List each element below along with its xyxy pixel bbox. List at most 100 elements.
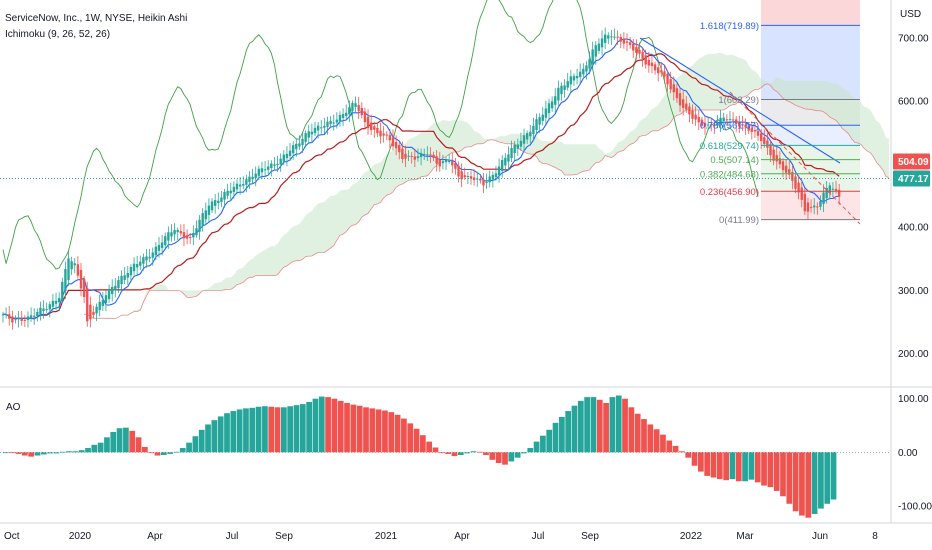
candle-body xyxy=(39,307,42,315)
symbol-title: ServiceNow, Inc., 1W, NYSE, Heikin Ashi xyxy=(5,13,187,24)
candle-body xyxy=(394,141,398,149)
candle-body xyxy=(541,114,544,121)
ao-bar xyxy=(148,452,155,454)
candle-body xyxy=(663,71,666,77)
candle-body xyxy=(447,161,451,163)
ao-bar xyxy=(154,452,161,456)
fib-level-label: 0.786(561.57) xyxy=(700,121,759,132)
cloud-fill xyxy=(84,52,890,319)
candle-body xyxy=(229,190,232,194)
candle-body xyxy=(788,169,791,175)
ao-bar xyxy=(97,442,104,453)
ao-bar xyxy=(47,452,53,454)
candle-body xyxy=(139,261,142,266)
currency-label: USD xyxy=(900,9,921,20)
ao-tick-label: 0.00 xyxy=(898,448,918,459)
ao-bar xyxy=(792,452,799,512)
candle-body xyxy=(741,124,744,126)
ao-bar xyxy=(413,428,420,453)
ao-bar xyxy=(394,414,401,453)
candle-body xyxy=(610,36,613,38)
ao-bar xyxy=(748,452,755,480)
candle-body xyxy=(713,124,716,127)
candle-body xyxy=(644,55,647,65)
candle-body xyxy=(784,165,788,173)
candle-body xyxy=(160,242,164,248)
candle-body xyxy=(828,185,831,194)
candle-body xyxy=(703,122,707,127)
candle-body xyxy=(532,125,535,134)
ao-bar xyxy=(691,452,698,466)
ao-bar xyxy=(818,452,824,509)
candle-body xyxy=(285,153,289,159)
candle-body xyxy=(510,148,513,159)
axes: 700.00600.00500.00400.00300.00200.00504.… xyxy=(4,33,932,542)
candle-body xyxy=(759,133,763,142)
ao-bar xyxy=(53,452,60,454)
candle-body xyxy=(607,35,610,39)
candle-body xyxy=(750,128,753,132)
price-tick-label: 200.00 xyxy=(898,349,929,360)
candle-body xyxy=(809,207,813,209)
candle-body xyxy=(45,309,48,311)
candle-body xyxy=(273,164,276,166)
candle-body xyxy=(697,117,700,123)
ao-bar xyxy=(167,452,173,454)
candle-body xyxy=(92,312,95,315)
candle-body xyxy=(210,201,214,211)
ao-bar xyxy=(704,452,711,476)
candle-body xyxy=(519,140,523,147)
ao-bar xyxy=(104,437,110,453)
candle-body xyxy=(469,176,473,179)
candle-body xyxy=(260,168,264,173)
price-tag xyxy=(893,170,930,187)
fib-red-zone xyxy=(761,0,860,26)
candle-body xyxy=(441,161,445,164)
candle-body xyxy=(438,159,441,167)
candle-body xyxy=(310,131,314,135)
ao-bar xyxy=(773,452,780,491)
ao-bar xyxy=(609,397,616,453)
candle-body xyxy=(831,188,835,190)
candle-body xyxy=(451,161,454,166)
heikin-ashi-candles xyxy=(1,27,841,330)
candle-body xyxy=(295,143,298,150)
ao-bar xyxy=(679,451,685,453)
ao-bar xyxy=(306,401,312,453)
candle-body xyxy=(554,96,557,105)
candle-body xyxy=(529,131,532,137)
ao-bar xyxy=(110,431,117,453)
ao-bar xyxy=(186,442,192,453)
candle-body xyxy=(772,149,775,161)
candle-body xyxy=(195,228,198,236)
candle-body xyxy=(101,300,105,306)
candle-body xyxy=(678,93,682,106)
ao-bar xyxy=(502,452,508,465)
ao-bar xyxy=(660,434,666,453)
candle-body xyxy=(245,179,248,185)
time-tick-label: Sep xyxy=(275,531,293,542)
candle-body xyxy=(132,263,136,272)
candle-body xyxy=(525,133,529,140)
candle-body xyxy=(385,134,388,136)
candle-body xyxy=(460,171,463,180)
ao-bar xyxy=(268,406,275,453)
candle-body xyxy=(157,244,161,251)
candle-body xyxy=(164,236,167,246)
candle-body xyxy=(232,186,236,193)
ao-bar xyxy=(565,411,572,453)
trend-line xyxy=(639,37,841,164)
ao-bar xyxy=(451,452,458,457)
ao-bar xyxy=(382,410,388,453)
candle-body xyxy=(632,43,635,51)
trend-line-dashed xyxy=(729,91,861,225)
ao-bar xyxy=(337,400,344,453)
candle-body xyxy=(223,191,226,200)
candle-body xyxy=(82,279,86,298)
ao-bar xyxy=(824,452,831,504)
candle-body xyxy=(348,107,351,115)
ao-bar xyxy=(388,412,395,453)
ao-bar xyxy=(173,451,180,453)
ao-bar xyxy=(780,452,786,497)
